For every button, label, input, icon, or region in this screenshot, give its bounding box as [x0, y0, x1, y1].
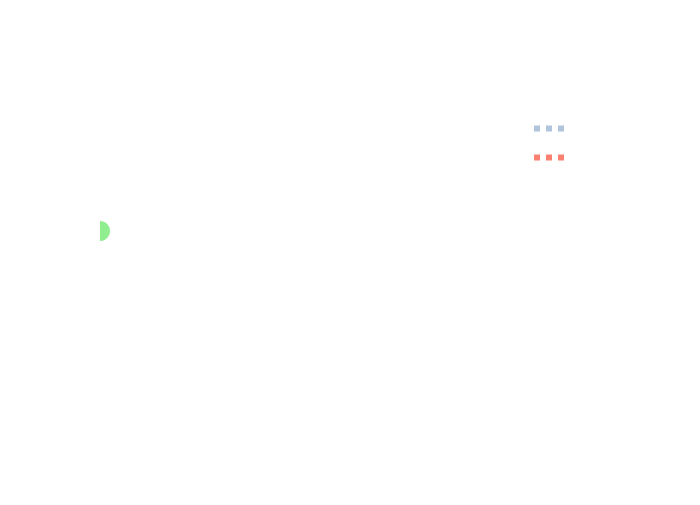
- marker: [100, 221, 110, 241]
